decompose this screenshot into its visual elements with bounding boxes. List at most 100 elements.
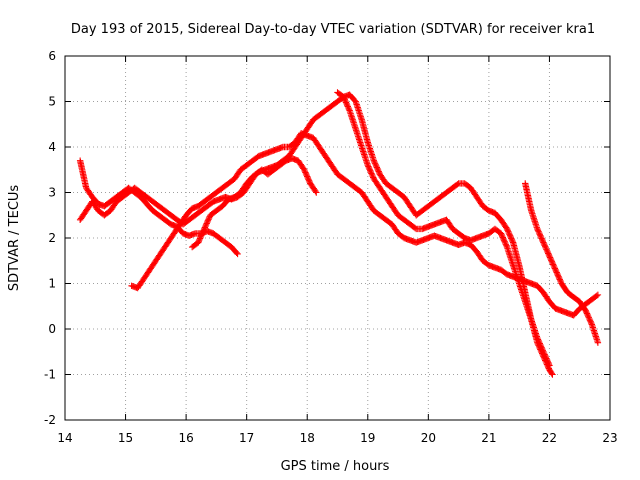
x-tick-label: 21 — [481, 431, 496, 445]
data-point — [305, 176, 312, 183]
y-axis-label: SDTVAR / TECUs — [7, 185, 22, 292]
data-point — [370, 157, 378, 164]
data-point — [536, 340, 543, 347]
data-point — [537, 232, 544, 239]
data-point — [302, 170, 310, 178]
data-point — [202, 222, 209, 230]
y-tick-label: -2 — [44, 413, 56, 427]
data-point — [340, 93, 347, 101]
data-point — [367, 167, 374, 174]
data-point — [371, 160, 379, 167]
data-point — [546, 362, 553, 369]
data-point — [200, 227, 207, 234]
data-point — [506, 232, 514, 239]
y-tick-label: 1 — [48, 277, 56, 291]
x-tick-label: 18 — [300, 431, 315, 445]
data-point — [541, 242, 548, 249]
data-point — [552, 268, 560, 275]
data-point — [539, 347, 546, 354]
data-point — [535, 229, 543, 237]
y-tick-label: 5 — [48, 95, 56, 109]
x-tick-label: 16 — [178, 431, 193, 445]
data-point — [498, 231, 505, 239]
data-point — [201, 224, 209, 231]
data-point — [198, 232, 205, 239]
y-tick-label: 6 — [48, 49, 56, 63]
data-point — [508, 236, 516, 244]
data-point — [199, 228, 207, 235]
data-point — [345, 104, 352, 112]
data-point — [582, 307, 589, 314]
data-point — [205, 216, 212, 223]
data-point — [554, 270, 561, 278]
data-point — [368, 170, 375, 177]
data-point — [301, 167, 308, 175]
data-point — [196, 236, 203, 244]
data-point — [505, 228, 512, 235]
data-point — [364, 162, 371, 169]
x-tick-label: 14 — [57, 431, 72, 445]
data-point — [538, 236, 546, 244]
data-point — [542, 243, 549, 250]
y-tick-label: -1 — [44, 368, 56, 382]
data-point — [545, 250, 552, 257]
chart-title: Day 193 of 2015, Sidereal Day-to-day VTE… — [71, 22, 595, 37]
data-point — [371, 158, 378, 166]
data-point — [540, 348, 547, 355]
data-point — [304, 173, 311, 180]
data-point — [537, 343, 545, 350]
data-point — [342, 99, 350, 106]
data-point — [203, 220, 210, 227]
data-point — [549, 261, 557, 268]
data-point — [545, 360, 553, 368]
data-point — [542, 244, 550, 252]
data-point — [234, 250, 241, 258]
y-tick-label: 2 — [48, 231, 56, 245]
data-point — [545, 359, 552, 366]
data-point — [343, 101, 351, 109]
x-tick-label: 15 — [118, 431, 133, 445]
data-point — [374, 165, 381, 173]
data-point — [340, 95, 348, 102]
data-point — [587, 318, 594, 325]
data-point — [502, 239, 509, 247]
data-point — [538, 235, 545, 242]
data-point — [304, 174, 312, 182]
data-point — [411, 224, 419, 232]
data-point — [195, 237, 203, 245]
y-tick-label: 0 — [48, 322, 56, 336]
data-point — [548, 370, 555, 377]
data-point — [538, 344, 545, 351]
data-point — [199, 229, 206, 237]
data-point — [202, 221, 210, 229]
data-point — [369, 172, 376, 180]
data-point — [545, 251, 553, 259]
data-point — [197, 233, 204, 241]
data-point — [341, 96, 348, 103]
data-point — [233, 249, 240, 256]
data-point — [507, 233, 514, 241]
data-point — [373, 164, 381, 171]
data-point — [594, 339, 602, 346]
data-point — [204, 217, 212, 224]
data-point — [553, 269, 560, 276]
data-point — [366, 166, 373, 173]
y-tick-label: 4 — [48, 140, 56, 154]
data-point — [499, 234, 507, 241]
data-point — [543, 355, 550, 362]
data-point — [365, 163, 372, 170]
data-point — [535, 337, 542, 345]
data-point — [508, 235, 515, 242]
data-point — [542, 354, 550, 361]
data-point — [583, 308, 590, 316]
data-point — [554, 272, 562, 279]
data-point — [585, 314, 593, 321]
data-point — [549, 259, 556, 267]
data-point — [373, 162, 380, 170]
data-point — [588, 319, 595, 327]
data-point — [312, 188, 319, 195]
x-tick-label: 19 — [360, 431, 375, 445]
data-point — [534, 225, 541, 233]
data-point — [342, 97, 349, 105]
